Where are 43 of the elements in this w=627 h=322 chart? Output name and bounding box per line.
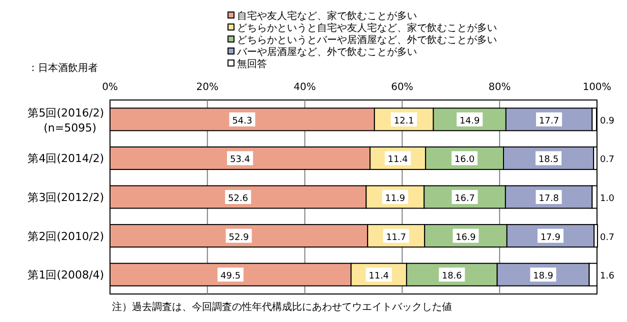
text: 注）過去調査は、今回調査の性年代構成比にあわせてウエイトバックした値 bbox=[112, 301, 452, 313]
data-label: 11.4 bbox=[388, 155, 408, 166]
data-label: 18.6 bbox=[442, 272, 462, 282]
data-label: 11.9 bbox=[385, 194, 406, 204]
y-tick-label: 第1回(2008/4) bbox=[28, 268, 104, 282]
text: ：日本酒飲用者 bbox=[28, 62, 98, 74]
legend-label: バーや居酒屋など、外で飲むことが多い bbox=[236, 46, 417, 58]
x-tick-label: 40% bbox=[294, 82, 316, 93]
data-label: 18.9 bbox=[533, 272, 554, 282]
data-label: 0.7 bbox=[600, 155, 614, 166]
data-label: 54.3 bbox=[232, 116, 252, 126]
y-tick-label: 第5回(2016/2) (n=5095) bbox=[28, 106, 104, 134]
data-label: 18.5 bbox=[538, 155, 559, 166]
legend-label: 無回答 bbox=[237, 58, 267, 70]
x-tick-label: 80% bbox=[488, 82, 511, 93]
data-label: 16.0 bbox=[454, 155, 475, 166]
data-label: 0.9 bbox=[600, 116, 615, 126]
data-label: 11.4 bbox=[368, 272, 390, 282]
x-tick-label: 60% bbox=[391, 82, 414, 93]
data-label: 53.4 bbox=[230, 155, 250, 166]
data-label: 14.9 bbox=[460, 116, 480, 126]
data-label: 52.6 bbox=[228, 194, 248, 204]
y-tick-label: 第2回(2010/2) bbox=[28, 230, 104, 243]
x-tick-label: 0% bbox=[102, 82, 118, 93]
data-label: 0.7 bbox=[600, 232, 614, 243]
data-label: 17.7 bbox=[539, 116, 560, 126]
x-tick-label: 20% bbox=[196, 82, 219, 93]
y-tick-label: 第3回(2012/2) bbox=[28, 191, 104, 204]
data-label: 49.5 bbox=[220, 272, 241, 282]
legend-label: 自宅や友人宅など、家で飲むことが多い bbox=[237, 10, 417, 22]
data-label: 16.7 bbox=[454, 194, 475, 204]
data-label: 11.7 bbox=[386, 232, 406, 243]
data-label: 16.9 bbox=[456, 232, 476, 243]
data-label: 52.9 bbox=[228, 232, 250, 243]
legend-label: どちらかというと自宅や友人宅など、家で飲むことが多い bbox=[237, 22, 497, 34]
data-label: 12.1 bbox=[394, 116, 414, 126]
data-label: 17.8 bbox=[538, 194, 560, 204]
data-label: 1.6 bbox=[600, 272, 615, 282]
data-label: 17.9 bbox=[540, 232, 561, 243]
data-label: 1.0 bbox=[600, 194, 615, 204]
x-tick-label: 100% bbox=[582, 82, 612, 93]
legend-label: どちらかというとバーや居酒屋など、外で飲むことが多い bbox=[237, 34, 497, 46]
y-tick-label: 第4回(2014/2) bbox=[28, 152, 104, 166]
